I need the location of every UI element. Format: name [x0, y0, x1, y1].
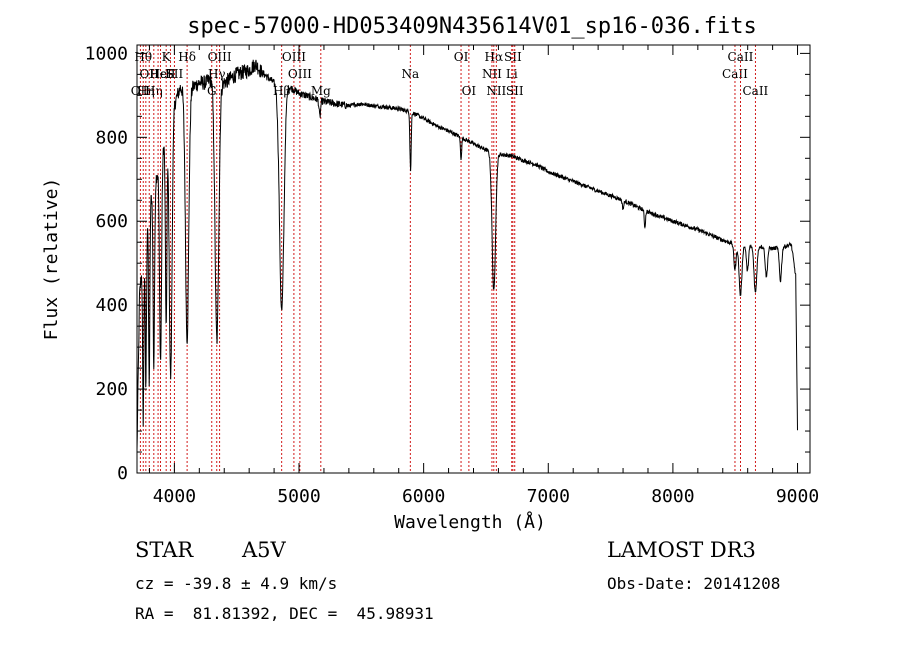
- spectrum-layer: [136, 59, 798, 450]
- object-subclass: A5V: [242, 538, 286, 562]
- spectrum-line: [136, 59, 798, 450]
- line-marker-label: G: [207, 84, 217, 98]
- line-marker-label: OI: [462, 84, 477, 98]
- radial-velocity: cz = -39.8 ± 4.9 km/s: [135, 574, 338, 593]
- line-marker-label: NII: [482, 67, 502, 81]
- line-marker-label: Li: [506, 67, 518, 81]
- observation-date: Obs-Date: 20141208: [607, 574, 781, 593]
- line-marker-label: CaII: [722, 67, 748, 81]
- x-tick-label: 9000: [776, 486, 819, 507]
- coordinates: RA = 81.81392, DEC = 45.98931: [135, 604, 434, 623]
- x-tick-label: 6000: [402, 486, 445, 507]
- line-marker-label: NII: [486, 84, 506, 98]
- x-tick-label: 5000: [277, 486, 320, 507]
- y-tick-label: 0: [117, 463, 128, 484]
- chart-title: spec-57000-HD053409N435614V01_sp16-036.f…: [187, 14, 757, 39]
- line-marker-label: OI: [454, 50, 469, 64]
- x-tick-label: 8000: [651, 486, 694, 507]
- line-marker-label: OIII: [282, 50, 306, 64]
- line-marker-label: SII: [166, 67, 184, 81]
- x-tick-label: 4000: [153, 486, 196, 507]
- y-axis-label: Flux (relative): [41, 178, 62, 341]
- x-axis-label: Wavelength (Å): [394, 511, 546, 533]
- line-marker-label: SII: [504, 50, 522, 64]
- y-tick-label: 1000: [85, 43, 128, 64]
- line-marker-label: Hα: [485, 50, 504, 64]
- line-marker-label: Hβ: [273, 84, 290, 98]
- plot-frame: [136, 44, 811, 474]
- line-marker-label: Hε: [150, 67, 167, 81]
- line-marker-label: OII: [131, 84, 151, 98]
- line-marker-label: SII: [506, 84, 524, 98]
- y-tick-label: 400: [95, 295, 128, 316]
- line-marker-label: OIII: [208, 50, 232, 64]
- line-marker-label: Hδ: [178, 50, 196, 64]
- y-tick-label: 600: [95, 211, 128, 232]
- line-marker-label: Hγ: [208, 67, 226, 81]
- y-tick-label: 200: [95, 379, 128, 400]
- line-marker-label: CaII: [728, 50, 754, 64]
- line-marker-label: Hη: [145, 84, 163, 98]
- line-marker-label: Mg: [311, 84, 331, 98]
- object-class: STAR: [135, 538, 194, 562]
- line-marker-label: H: [165, 67, 175, 81]
- x-tick-label: 7000: [527, 486, 570, 507]
- survey-name: LAMOST DR3: [607, 538, 756, 562]
- line-marker-label: Hη: [137, 84, 155, 98]
- line-marker-label: OIII: [288, 67, 312, 81]
- y-tick-label: 800: [95, 127, 128, 148]
- line-marker-label: Na: [401, 67, 419, 81]
- line-marker-layer: OIIHθHηOIIHηHεHeIKHSIIHδGHγOIIIHβOIIIOII…: [131, 45, 769, 473]
- axis-tick-layer: 4000 5000 6000 7000 8000 9000 0 200 400 600 800 100…: [85, 43, 820, 507]
- line-marker-label: CaII: [742, 84, 768, 98]
- line-marker-label: K: [162, 50, 172, 64]
